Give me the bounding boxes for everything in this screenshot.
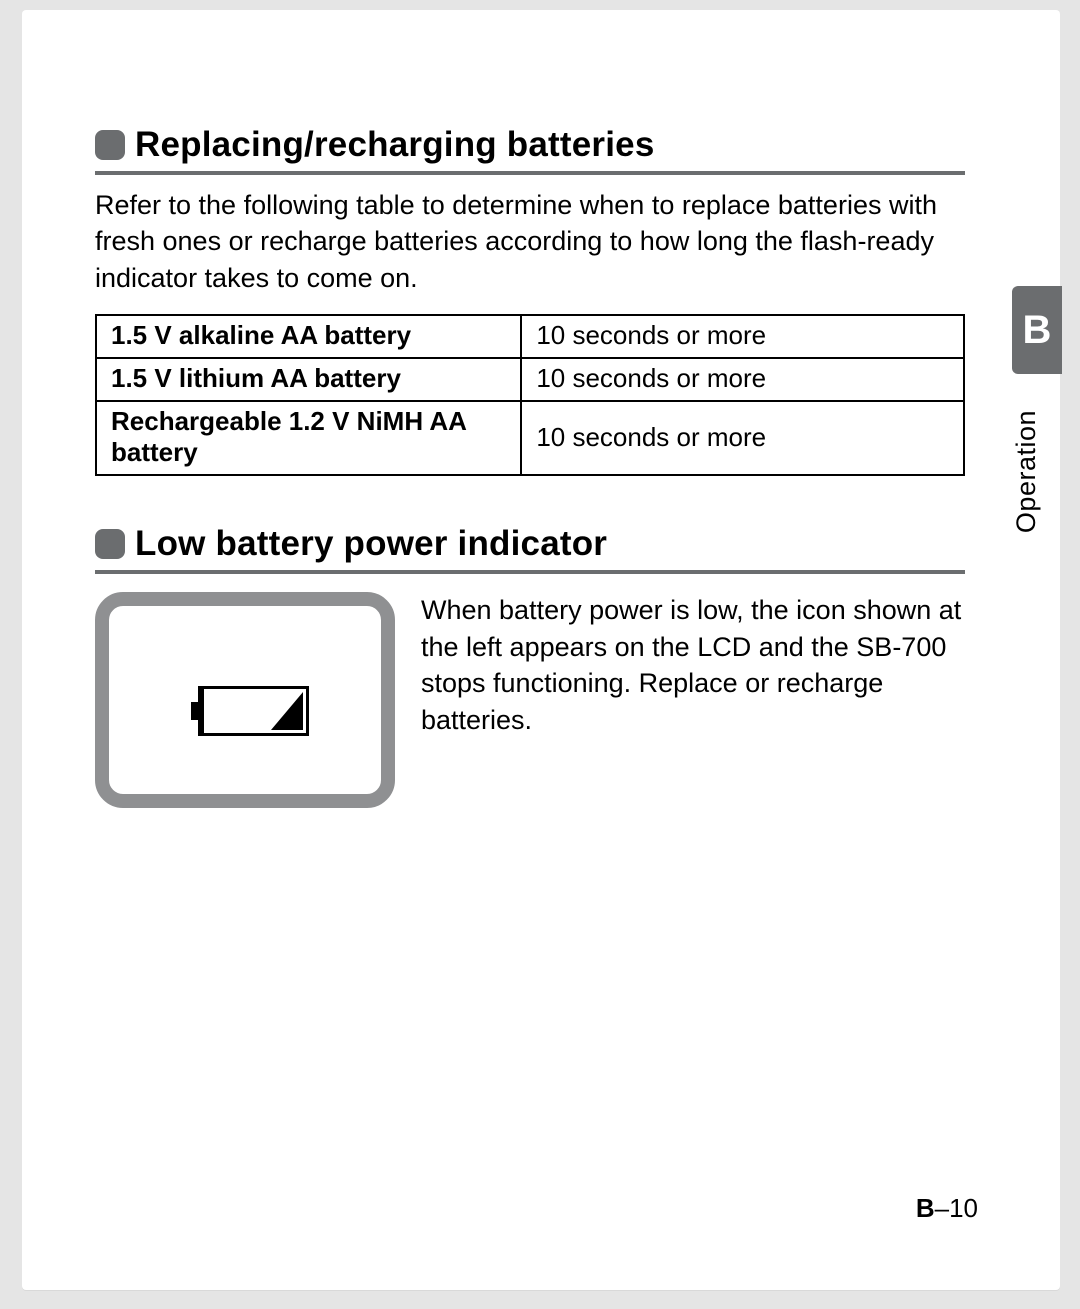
section2-heading: Low battery power indicator	[95, 524, 965, 564]
low-battery-icon	[191, 686, 309, 736]
table-row: Rechargeable 1.2 V NiMH AA battery 10 se…	[96, 401, 964, 475]
section1-heading: Replacing/recharging batteries	[95, 125, 965, 165]
table-row: 1.5 V alkaline AA battery 10 seconds or …	[96, 315, 964, 358]
section-bullet-icon	[95, 529, 125, 559]
section1-title: Replacing/recharging batteries	[135, 125, 654, 165]
table-row: 1.5 V lithium AA battery 10 seconds or m…	[96, 358, 964, 401]
battery-time-cell: 10 seconds or more	[521, 401, 964, 475]
page-number-num: 10	[949, 1193, 978, 1223]
battery-type-cell: Rechargeable 1.2 V NiMH AA battery	[96, 401, 521, 475]
section2-title: Low battery power indicator	[135, 524, 607, 564]
page-number-sep: –	[935, 1193, 949, 1223]
section2-text: When battery power is low, the icon show…	[421, 592, 965, 738]
section-tab-letter: B	[1023, 308, 1052, 353]
battery-time-cell: 10 seconds or more	[521, 315, 964, 358]
low-battery-block: When battery power is low, the icon show…	[95, 592, 965, 808]
section2: Low battery power indicator When battery…	[95, 524, 965, 808]
section1-rule	[95, 171, 965, 175]
section-bullet-icon	[95, 130, 125, 160]
battery-type-cell: 1.5 V alkaline AA battery	[96, 315, 521, 358]
page-number-prefix: B	[916, 1193, 935, 1223]
section-tab: B	[1012, 286, 1062, 374]
battery-time-cell: 10 seconds or more	[521, 358, 964, 401]
section1-intro: Refer to the following table to determin…	[95, 187, 965, 296]
content-area: Replacing/recharging batteries Refer to …	[95, 125, 965, 808]
manual-page: Replacing/recharging batteries Refer to …	[22, 10, 1060, 1290]
side-section-label: Operation	[1011, 410, 1042, 533]
battery-type-cell: 1.5 V lithium AA battery	[96, 358, 521, 401]
lcd-frame	[95, 592, 395, 808]
page-number: B–10	[916, 1193, 978, 1224]
section2-rule	[95, 570, 965, 574]
battery-table: 1.5 V alkaline AA battery 10 seconds or …	[95, 314, 965, 476]
